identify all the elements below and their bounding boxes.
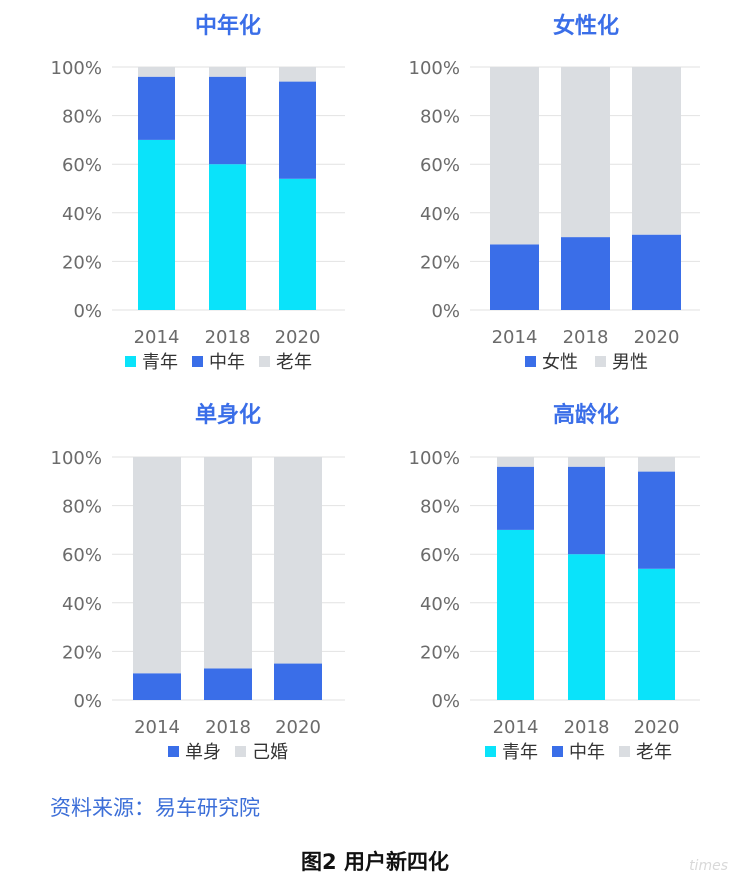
chart-1-ytick-label: 100% xyxy=(51,58,102,79)
chart-3-legend-label: 单身 xyxy=(185,742,221,763)
chart-2-legend-swatch xyxy=(595,356,606,367)
chart-2-bar-2014-女性 xyxy=(490,244,539,310)
chart-4-legend-label: 青年 xyxy=(502,742,538,763)
chart-3-legend-swatch xyxy=(235,746,246,757)
chart-2-xtick-label: 2020 xyxy=(634,327,680,348)
chart-2-legend-swatch xyxy=(525,356,536,367)
chart-2-bar-2018-女性 xyxy=(561,237,610,310)
chart-3-bar-2020-单身 xyxy=(274,663,322,700)
chart-2-bar-2020-女性 xyxy=(632,234,681,310)
chart-1-legend-label: 青年 xyxy=(142,352,178,373)
chart-3-ytick-label: 100% xyxy=(51,448,102,469)
chart-1-bar-2020-中年 xyxy=(279,81,316,179)
chart-4-ytick-label: 60% xyxy=(420,545,460,566)
chart-1-bar-2014-中年 xyxy=(138,76,175,140)
chart-1-ytick-label: 20% xyxy=(62,252,102,273)
chart-4-title: 高龄化 xyxy=(553,402,619,428)
chart-3-ytick-label: 40% xyxy=(62,594,102,615)
chart-1-ytick-label: 0% xyxy=(73,301,102,322)
chart-2-legend-label: 男性 xyxy=(612,352,648,373)
chart-3-bar-2018-单身 xyxy=(204,668,252,700)
chart-4-xtick-label: 2018 xyxy=(564,717,610,738)
chart-1-legend-swatch xyxy=(192,356,203,367)
chart-1-bar-2018-青年 xyxy=(209,164,246,310)
chart-1-bar-2014-青年 xyxy=(138,139,175,310)
chart-1-title: 中年化 xyxy=(195,13,261,39)
source-note: 资料来源：易车研究院 xyxy=(50,796,260,820)
chart-2-title: 女性化 xyxy=(553,13,619,39)
chart-3-ytick-label: 60% xyxy=(62,545,102,566)
chart-3-xtick-label: 2018 xyxy=(205,717,251,738)
chart-4-legend-label: 老年 xyxy=(636,742,672,763)
chart-2-ytick-label: 20% xyxy=(420,252,460,273)
chart-4-legend-swatch xyxy=(552,746,563,757)
chart-3-legend-swatch xyxy=(168,746,179,757)
chart-2-ytick-label: 80% xyxy=(420,107,460,128)
chart-2-bar-2020-男性 xyxy=(632,67,681,235)
chart-4-bar-2020-老年 xyxy=(638,457,675,472)
chart-4-bar-2018-青年 xyxy=(568,554,605,700)
chart-4-legend-swatch xyxy=(619,746,630,757)
chart-3-ytick-label: 0% xyxy=(73,691,102,712)
chart-4-bar-2014-青年 xyxy=(497,529,534,700)
chart-3-legend-label: 己婚 xyxy=(252,742,288,763)
chart-4-bar-2020-青年 xyxy=(638,568,675,700)
chart-1-xtick-label: 2018 xyxy=(205,327,251,348)
chart-2-ytick-label: 60% xyxy=(420,155,460,176)
chart-2-ytick-label: 40% xyxy=(420,204,460,225)
chart-1-legend-swatch xyxy=(259,356,270,367)
chart-4-xtick-label: 2014 xyxy=(493,717,539,738)
watermark: times xyxy=(689,858,728,874)
chart-4-legend-label: 中年 xyxy=(569,742,605,763)
chart-1-xtick-label: 2014 xyxy=(134,327,180,348)
chart-4-bar-2014-中年 xyxy=(497,466,534,530)
chart-1-ytick-label: 60% xyxy=(62,155,102,176)
chart-1-bar-2018-中年 xyxy=(209,76,246,165)
chart-2-xtick-label: 2018 xyxy=(563,327,609,348)
chart-2-ytick-label: 100% xyxy=(409,58,460,79)
chart-3-bar-2020-已婚 xyxy=(274,457,322,664)
chart-4-ytick-label: 100% xyxy=(409,448,460,469)
chart-1-ytick-label: 80% xyxy=(62,107,102,128)
chart-3-ytick-label: 80% xyxy=(62,497,102,518)
chart-1-ytick-label: 40% xyxy=(62,204,102,225)
chart-4-legend-swatch xyxy=(485,746,496,757)
chart-1-legend-label: 中年 xyxy=(209,352,245,373)
chart-4-bar-2018-老年 xyxy=(568,457,605,467)
chart-4-ytick-label: 20% xyxy=(420,642,460,663)
chart-3-title: 单身化 xyxy=(195,402,261,428)
figure-caption: 图2 用户新四化 xyxy=(301,850,449,874)
chart-1-bar-2020-青年 xyxy=(279,178,316,310)
chart-2-legend-label: 女性 xyxy=(542,352,578,373)
chart-3-ytick-label: 20% xyxy=(62,642,102,663)
chart-2-bar-2018-男性 xyxy=(561,67,610,238)
chart-3-bar-2014-单身 xyxy=(133,673,181,700)
chart-4-bar-2020-中年 xyxy=(638,471,675,569)
chart-4-bar-2014-老年 xyxy=(497,457,534,467)
chart-4-xtick-label: 2020 xyxy=(634,717,680,738)
chart-1-xtick-label: 2020 xyxy=(275,327,321,348)
chart-1-bar-2020-老年 xyxy=(279,67,316,82)
chart-1-legend-label: 老年 xyxy=(276,352,312,373)
chart-4-ytick-label: 80% xyxy=(420,497,460,518)
chart-3-xtick-label: 2014 xyxy=(134,717,180,738)
chart-4-bar-2018-中年 xyxy=(568,466,605,555)
chart-1-bar-2018-老年 xyxy=(209,67,246,77)
chart-1-bar-2014-老年 xyxy=(138,67,175,77)
chart-3-xtick-label: 2020 xyxy=(275,717,321,738)
chart-4-ytick-label: 40% xyxy=(420,594,460,615)
chart-4-ytick-label: 0% xyxy=(431,691,460,712)
chart-3-bar-2014-已婚 xyxy=(133,457,181,674)
chart-1-legend-swatch xyxy=(125,356,136,367)
chart-2-ytick-label: 0% xyxy=(431,301,460,322)
chart-2-xtick-label: 2014 xyxy=(492,327,538,348)
chart-3-bar-2018-已婚 xyxy=(204,457,252,669)
chart-2-bar-2014-男性 xyxy=(490,67,539,245)
